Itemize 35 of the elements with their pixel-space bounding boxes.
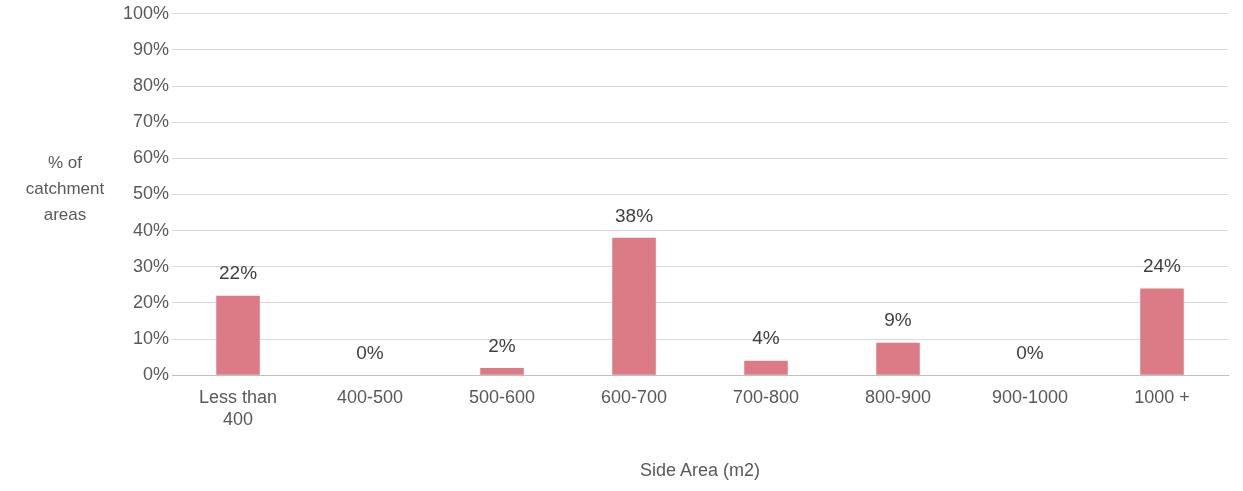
bar: [216, 295, 260, 375]
x-tick-label: 800-900: [864, 386, 932, 407]
x-tick-label: 600-700: [600, 386, 668, 407]
y-tick-label: 0%: [143, 364, 170, 385]
x-tick-label: 700-800: [732, 386, 800, 407]
data-label: 24%: [1142, 255, 1182, 277]
y-tick-label: 80%: [133, 75, 170, 96]
bar: [1140, 288, 1184, 375]
data-label: 0%: [356, 341, 384, 363]
y-tick-label: 40%: [133, 219, 170, 240]
bar: [744, 360, 788, 375]
y-tick-label: 60%: [133, 147, 170, 168]
x-tick-label: 900-1000: [991, 386, 1069, 407]
data-label: 22%: [219, 262, 258, 284]
data-label: 4%: [752, 327, 780, 349]
bar: [612, 237, 656, 375]
x-tick-label: 500-600: [468, 386, 536, 407]
x-tick-label: 400-500: [337, 386, 404, 407]
bar: [876, 342, 920, 375]
data-label: 2%: [488, 334, 516, 356]
y-tick-label: 90%: [133, 38, 170, 59]
x-tick-label: 1000 +: [1134, 386, 1190, 407]
x-tick-label: Less than 400: [199, 386, 278, 429]
bar: [480, 367, 524, 375]
y-tick-label: 30%: [133, 255, 170, 276]
y-axis-title: % of catchment areas: [24, 152, 106, 226]
data-label: 38%: [615, 204, 654, 226]
y-tick-label: 20%: [133, 291, 170, 312]
data-label: 9%: [884, 309, 912, 331]
y-tick-label: 100%: [122, 2, 170, 23]
y-tick-label: 50%: [133, 183, 170, 204]
x-axis-title: Side Area (m2): [639, 460, 761, 481]
y-tick-label: 70%: [133, 111, 170, 132]
y-tick-label: 10%: [133, 328, 170, 349]
data-label: 0%: [1016, 341, 1044, 363]
